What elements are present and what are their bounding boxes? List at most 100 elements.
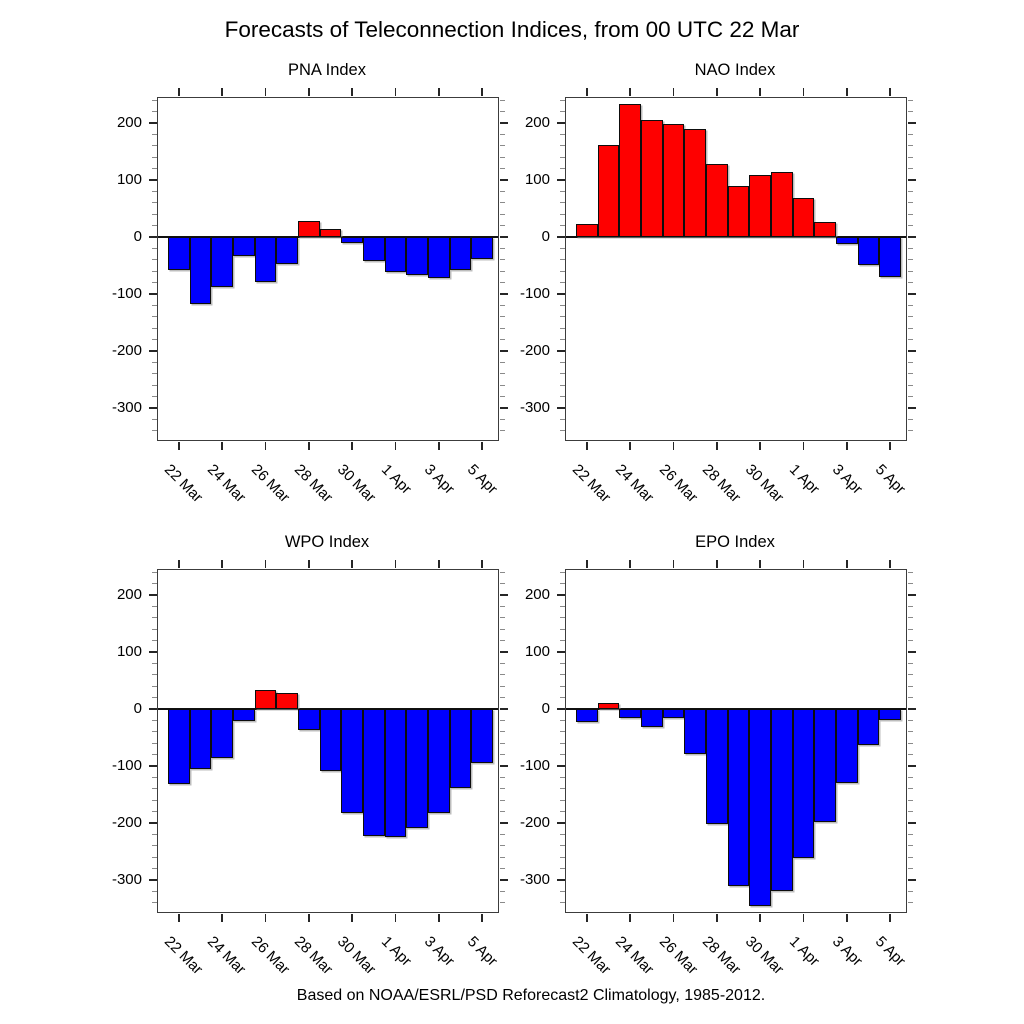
y-axis-minor-tick	[499, 662, 505, 665]
x-axis-label: 24 Mar	[204, 461, 250, 507]
y-axis-minor-tick	[907, 133, 913, 136]
y-axis-minor-tick	[559, 304, 565, 307]
y-axis-minor-tick	[151, 225, 157, 227]
x-axis-tick	[759, 914, 761, 922]
y-axis-minor-tick	[559, 742, 565, 744]
x-axis-label: 28 Mar	[290, 461, 336, 507]
y-axis-minor-tick	[151, 418, 157, 421]
y-axis-label: -200	[111, 814, 142, 832]
y-axis-label: 100	[116, 171, 142, 189]
y-axis-label: -300	[111, 871, 142, 889]
x-axis-tick	[438, 88, 440, 96]
x-axis-label: 5 Apr	[872, 461, 909, 498]
y-axis-minor-tick	[907, 617, 913, 619]
x-axis-label: 3 Apr	[828, 461, 866, 498]
y-axis-minor-tick	[499, 571, 505, 573]
y-axis-minor-tick	[559, 788, 565, 790]
x-axis-tick	[351, 442, 353, 450]
bar	[341, 709, 363, 813]
y-axis-minor-tick	[151, 856, 157, 858]
x-axis-tick	[802, 442, 805, 450]
y-axis-minor-tick	[559, 133, 565, 136]
y-axis-minor-tick	[151, 168, 157, 170]
x-axis-tick	[889, 560, 891, 568]
bar	[298, 709, 320, 731]
y-axis-minor-tick	[499, 697, 505, 699]
y-axis-minor-tick	[907, 190, 913, 193]
y-axis-minor-tick	[151, 430, 157, 432]
panel-pna: PNA Index 200 100 0 -100 -200 -300 22 Mar 24 Ma…	[112, 61, 508, 506]
y-axis-minor-tick	[499, 674, 505, 676]
y-axis-minor-tick	[499, 384, 505, 386]
y-axis-minor-tick	[907, 145, 913, 147]
bar	[363, 709, 385, 836]
y-axis-minor-tick	[907, 776, 913, 779]
y-axis-minor-tick	[151, 247, 157, 250]
y-axis-minor-tick	[559, 190, 565, 193]
y-axis-minor-tick	[559, 99, 565, 101]
y-axis-minor-tick	[559, 418, 565, 421]
x-axis-label: 22 Mar	[160, 933, 206, 979]
figure-title: Forecasts of Teleconnection Indices, fro…	[224, 17, 800, 42]
y-axis-major-tick	[907, 179, 916, 181]
y-axis-major-tick	[907, 594, 916, 596]
plot-area-epo: 200 100 0 -100 -200 -300 22 Mar 24 Mar 26 Mar 28 …	[520, 560, 916, 978]
x-axis-label: 24 Mar	[204, 933, 250, 979]
bar	[814, 221, 836, 238]
y-axis-minor-tick	[559, 168, 565, 170]
y-axis-minor-tick	[559, 282, 565, 284]
x-axis-tick	[394, 442, 397, 450]
y-axis-major-tick	[148, 594, 157, 596]
bar	[211, 237, 233, 287]
bar	[771, 709, 793, 892]
y-axis-major-tick	[499, 236, 508, 238]
plot-area-pna: 200 100 0 -100 -200 -300 22 Mar 24 Mar 26 Mar 28 …	[112, 88, 508, 506]
x-axis-tick	[759, 442, 761, 450]
bar	[771, 172, 793, 238]
y-axis-minor-tick	[151, 811, 157, 813]
x-axis-tick	[394, 914, 397, 922]
y-axis-minor-tick	[907, 571, 913, 573]
x-axis-label: 30 Mar	[742, 933, 788, 979]
y-axis-minor-tick	[151, 776, 157, 779]
bar	[471, 237, 493, 259]
y-axis-minor-tick	[499, 213, 505, 215]
y-axis-label: 100	[116, 643, 142, 661]
x-axis-label: 30 Mar	[334, 933, 380, 979]
y-axis-minor-tick	[907, 685, 913, 687]
bar	[384, 237, 407, 272]
y-axis-major-tick	[499, 765, 508, 767]
y-axis-label: -300	[111, 399, 142, 417]
x-axis-tick	[802, 88, 805, 96]
y-axis-major-tick	[907, 765, 916, 767]
y-axis-minor-tick	[151, 259, 157, 261]
y-axis-minor-tick	[559, 640, 565, 642]
y-axis-label: -100	[519, 757, 550, 775]
bar	[576, 223, 598, 238]
y-axis-minor-tick	[499, 361, 505, 364]
y-axis-minor-tick	[499, 583, 505, 585]
y-axis-minor-tick	[151, 145, 157, 147]
y-axis-minor-tick	[151, 316, 157, 318]
bar	[428, 709, 450, 813]
panel-wpo: WPO Index 200 100 0 -100 -200 -300 22 Mar 24 Ma…	[112, 533, 508, 978]
y-axis-minor-tick	[499, 327, 505, 329]
y-axis-label: 200	[524, 114, 550, 132]
y-axis-label: -300	[519, 399, 550, 417]
y-axis-minor-tick	[907, 674, 913, 676]
y-axis-minor-tick	[499, 202, 505, 204]
y-axis-minor-tick	[559, 361, 565, 364]
y-axis-label: 0	[541, 700, 550, 718]
y-axis-minor-tick	[151, 617, 157, 619]
y-axis-minor-tick	[559, 731, 565, 733]
zero-line	[566, 708, 906, 710]
y-axis-minor-tick	[907, 156, 913, 158]
x-axis-label: 3 Apr	[420, 461, 458, 498]
y-axis-minor-tick	[499, 418, 505, 421]
y-axis-minor-tick	[907, 742, 913, 744]
y-axis-minor-tick	[559, 259, 565, 261]
bar	[706, 163, 728, 238]
x-axis-tick	[586, 88, 588, 96]
y-axis-minor-tick	[499, 396, 505, 398]
y-axis-minor-tick	[499, 811, 505, 813]
